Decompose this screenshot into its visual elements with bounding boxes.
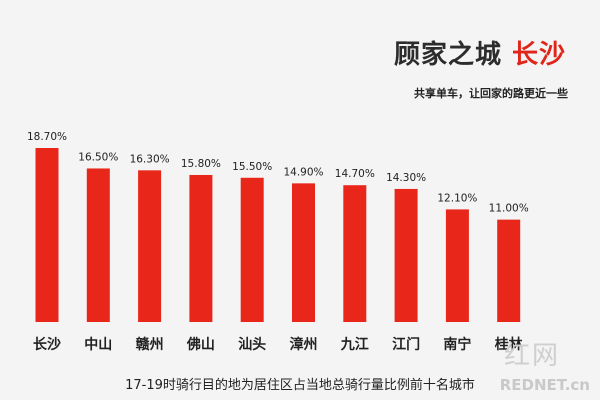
watermark-logo: 红网 (503, 341, 560, 371)
category-label: 桂林 (494, 336, 523, 353)
category-label: 漳州 (290, 336, 318, 353)
bar-桂林 (497, 219, 521, 322)
bar-长沙 (35, 148, 59, 322)
value-label: 14.90% (283, 166, 323, 178)
value-label: 14.30% (386, 172, 426, 184)
bar-佛山 (189, 174, 213, 322)
category-label: 中山 (84, 336, 112, 353)
bar-赣州 (138, 170, 162, 322)
category-label: 汕头 (238, 336, 266, 353)
chart-caption: 17-19时骑行目的地为居住区占当地总骑行量比例前十名城市 (125, 378, 475, 393)
bar-汕头 (240, 177, 264, 322)
watermark-text: REDNET.cn (499, 376, 590, 394)
bar-九江 (343, 185, 367, 322)
bar-漳州 (292, 183, 315, 322)
category-label: 江门 (392, 336, 420, 353)
title-city: 长沙 (511, 40, 566, 70)
category-label: 赣州 (136, 336, 164, 353)
value-label: 15.80% (181, 158, 221, 170)
category-label: 长沙 (33, 336, 61, 353)
value-label: 15.50% (232, 161, 272, 173)
value-label: 12.10% (437, 192, 477, 204)
page-subtitle: 共享单车，让回家的路更近一些 (414, 87, 568, 100)
value-label: 14.70% (335, 168, 375, 180)
value-label: 11.00% (489, 203, 529, 215)
value-label: 18.70% (27, 131, 67, 143)
value-label: 16.30% (130, 153, 170, 165)
category-label: 佛山 (186, 336, 215, 353)
title-main: 顾家之城 (393, 40, 502, 70)
page-title: 顾家之城 长沙 (394, 34, 566, 71)
bar-中山 (86, 168, 110, 322)
category-label: 九江 (340, 336, 369, 353)
bar-江门 (394, 188, 418, 322)
category-label: 南宁 (443, 336, 471, 353)
value-label: 16.50% (78, 151, 118, 163)
bar-南宁 (445, 209, 469, 322)
